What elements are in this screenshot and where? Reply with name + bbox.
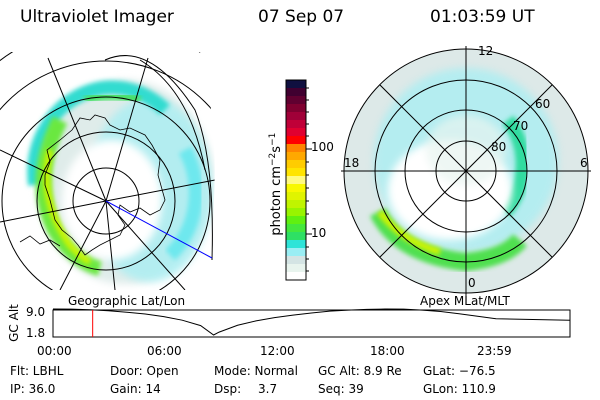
- colorbar-label: photon cm−2s−1: [267, 132, 285, 236]
- colorbar-swatch: [286, 88, 306, 97]
- seq-info: Seq: 39: [318, 382, 364, 396]
- colorbar-swatch: [286, 104, 306, 113]
- ytick-9: 9.0: [26, 305, 46, 319]
- colorbar-swatch: [286, 128, 306, 137]
- altitude-line: [52, 308, 571, 336]
- filter-info: Flt: LBHL: [10, 364, 64, 378]
- glat-info: GLat: −76.5: [423, 364, 496, 378]
- colorbar-swatch: [286, 264, 306, 273]
- colorbar-swatch: [286, 176, 306, 185]
- colorbar-swatch: [286, 256, 306, 265]
- colorbar-tick-100: 100: [311, 140, 334, 154]
- altitude-axis-label: GC Alt: [7, 304, 21, 342]
- colorbar-swatch: [286, 192, 306, 201]
- left-projection-label: Geographic Lat/Lon: [68, 294, 186, 308]
- lat-label-60: 60: [535, 97, 551, 111]
- colorbar-frame: [285, 79, 307, 281]
- colorbar-swatch: [286, 160, 306, 169]
- xtick-0000: 00:00: [37, 344, 72, 358]
- colorbar-swatch: [286, 120, 306, 129]
- date-label: 07 Sep 07: [258, 7, 345, 27]
- colorbar-swatch: [286, 232, 306, 241]
- ytick-1-8: 1.8: [26, 326, 46, 340]
- colorbar-swatch: [286, 224, 306, 233]
- colorbar-swatch: [286, 184, 306, 193]
- colorbar-swatch: [286, 248, 306, 257]
- door-info: Door: Open: [110, 364, 179, 378]
- time-label: 01:03:59 UT: [430, 7, 535, 27]
- mlt-label-6: 6: [580, 156, 588, 170]
- colorbar-swatch: [286, 200, 306, 209]
- noon-meridian-line: [105, 200, 213, 259]
- geographic-aurora-image: [0, 52, 215, 290]
- glon-info: GLon: 110.9: [423, 382, 496, 396]
- lat-label-70: 70: [513, 119, 529, 133]
- altitude-plot: [52, 308, 571, 338]
- colorbar-swatch: [286, 80, 306, 89]
- dsp-value: 3.7: [258, 382, 278, 396]
- mlt-label-0: 0: [468, 276, 476, 290]
- colorbar-swatch: [286, 96, 306, 105]
- mlt-label-12: 12: [478, 44, 494, 58]
- ip-info: IP: 36.0: [10, 382, 56, 396]
- mlt-label-18: 18: [344, 156, 360, 170]
- xtick-1800: 18:00: [370, 344, 405, 358]
- colorbar-swatch: [286, 168, 306, 177]
- colorbar-swatch: [286, 272, 306, 281]
- xtick-0600: 06:00: [147, 344, 182, 358]
- colorbar-swatch: [286, 112, 306, 121]
- instrument-title: Ultraviolet Imager: [20, 7, 174, 27]
- colorbar-tick-10: 10: [311, 226, 327, 240]
- xtick-2359: 23:59: [477, 344, 512, 358]
- colorbar-swatch: [286, 136, 306, 145]
- coastline: [44, 114, 166, 256]
- colorbar: [285, 79, 312, 281]
- gain-info: Gain: 14: [110, 382, 161, 396]
- dsp-label: Dsp:: [214, 382, 242, 396]
- colorbar-swatch: [286, 152, 306, 161]
- apex-grid: [341, 46, 591, 296]
- colorbar-swatch: [286, 216, 306, 225]
- right-projection-label: Apex MLat/MLT: [420, 294, 510, 308]
- mode-info: Mode: Normal: [214, 364, 298, 378]
- colorbar-swatch: [286, 208, 306, 217]
- gc-alt-info: GC Alt: 8.9 Re: [318, 364, 402, 378]
- lat-label-80: 80: [491, 140, 507, 154]
- colorbar-swatch: [286, 144, 306, 153]
- xtick-1200: 12:00: [260, 344, 295, 358]
- colorbar-swatch: [286, 240, 306, 249]
- apex-aurora-image: [341, 46, 591, 296]
